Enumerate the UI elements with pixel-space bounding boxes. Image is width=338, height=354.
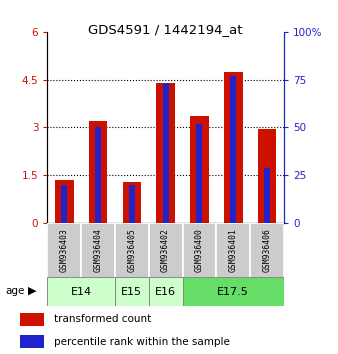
Text: GSM936401: GSM936401	[229, 229, 238, 272]
Bar	[264, 167, 270, 223]
Bar	[216, 223, 250, 278]
Bar	[183, 223, 216, 278]
Text: E16: E16	[155, 287, 176, 297]
Bar	[196, 124, 202, 223]
Bar	[20, 335, 44, 348]
Bar	[61, 185, 67, 223]
Bar	[250, 223, 284, 278]
Bar	[81, 223, 115, 278]
Bar	[224, 72, 243, 223]
Bar	[258, 129, 276, 223]
Bar	[115, 223, 149, 278]
Bar	[183, 277, 284, 306]
Bar	[47, 277, 115, 306]
Text: percentile rank within the sample: percentile rank within the sample	[54, 337, 230, 347]
Bar	[230, 76, 236, 223]
Bar	[95, 127, 101, 223]
Bar	[149, 223, 183, 278]
Bar	[156, 83, 175, 223]
Text: GSM936405: GSM936405	[127, 229, 136, 272]
Text: GSM936400: GSM936400	[195, 229, 204, 272]
Text: transformed count: transformed count	[54, 314, 151, 325]
Bar	[163, 84, 169, 223]
Bar	[129, 185, 135, 223]
Text: age: age	[5, 286, 24, 296]
Text: E14: E14	[71, 287, 92, 297]
Text: GSM936403: GSM936403	[60, 229, 69, 272]
Bar	[20, 313, 44, 326]
Bar	[149, 277, 183, 306]
Bar	[89, 121, 107, 223]
Text: E17.5: E17.5	[217, 287, 249, 297]
Text: ▶: ▶	[28, 286, 36, 296]
Bar	[190, 116, 209, 223]
Bar	[55, 180, 74, 223]
Text: GDS4591 / 1442194_at: GDS4591 / 1442194_at	[88, 23, 243, 36]
Text: GSM936402: GSM936402	[161, 229, 170, 272]
Bar	[123, 182, 141, 223]
Bar	[47, 223, 81, 278]
Text: E15: E15	[121, 287, 142, 297]
Bar	[115, 277, 149, 306]
Text: GSM936406: GSM936406	[263, 229, 271, 272]
Text: GSM936404: GSM936404	[94, 229, 102, 272]
